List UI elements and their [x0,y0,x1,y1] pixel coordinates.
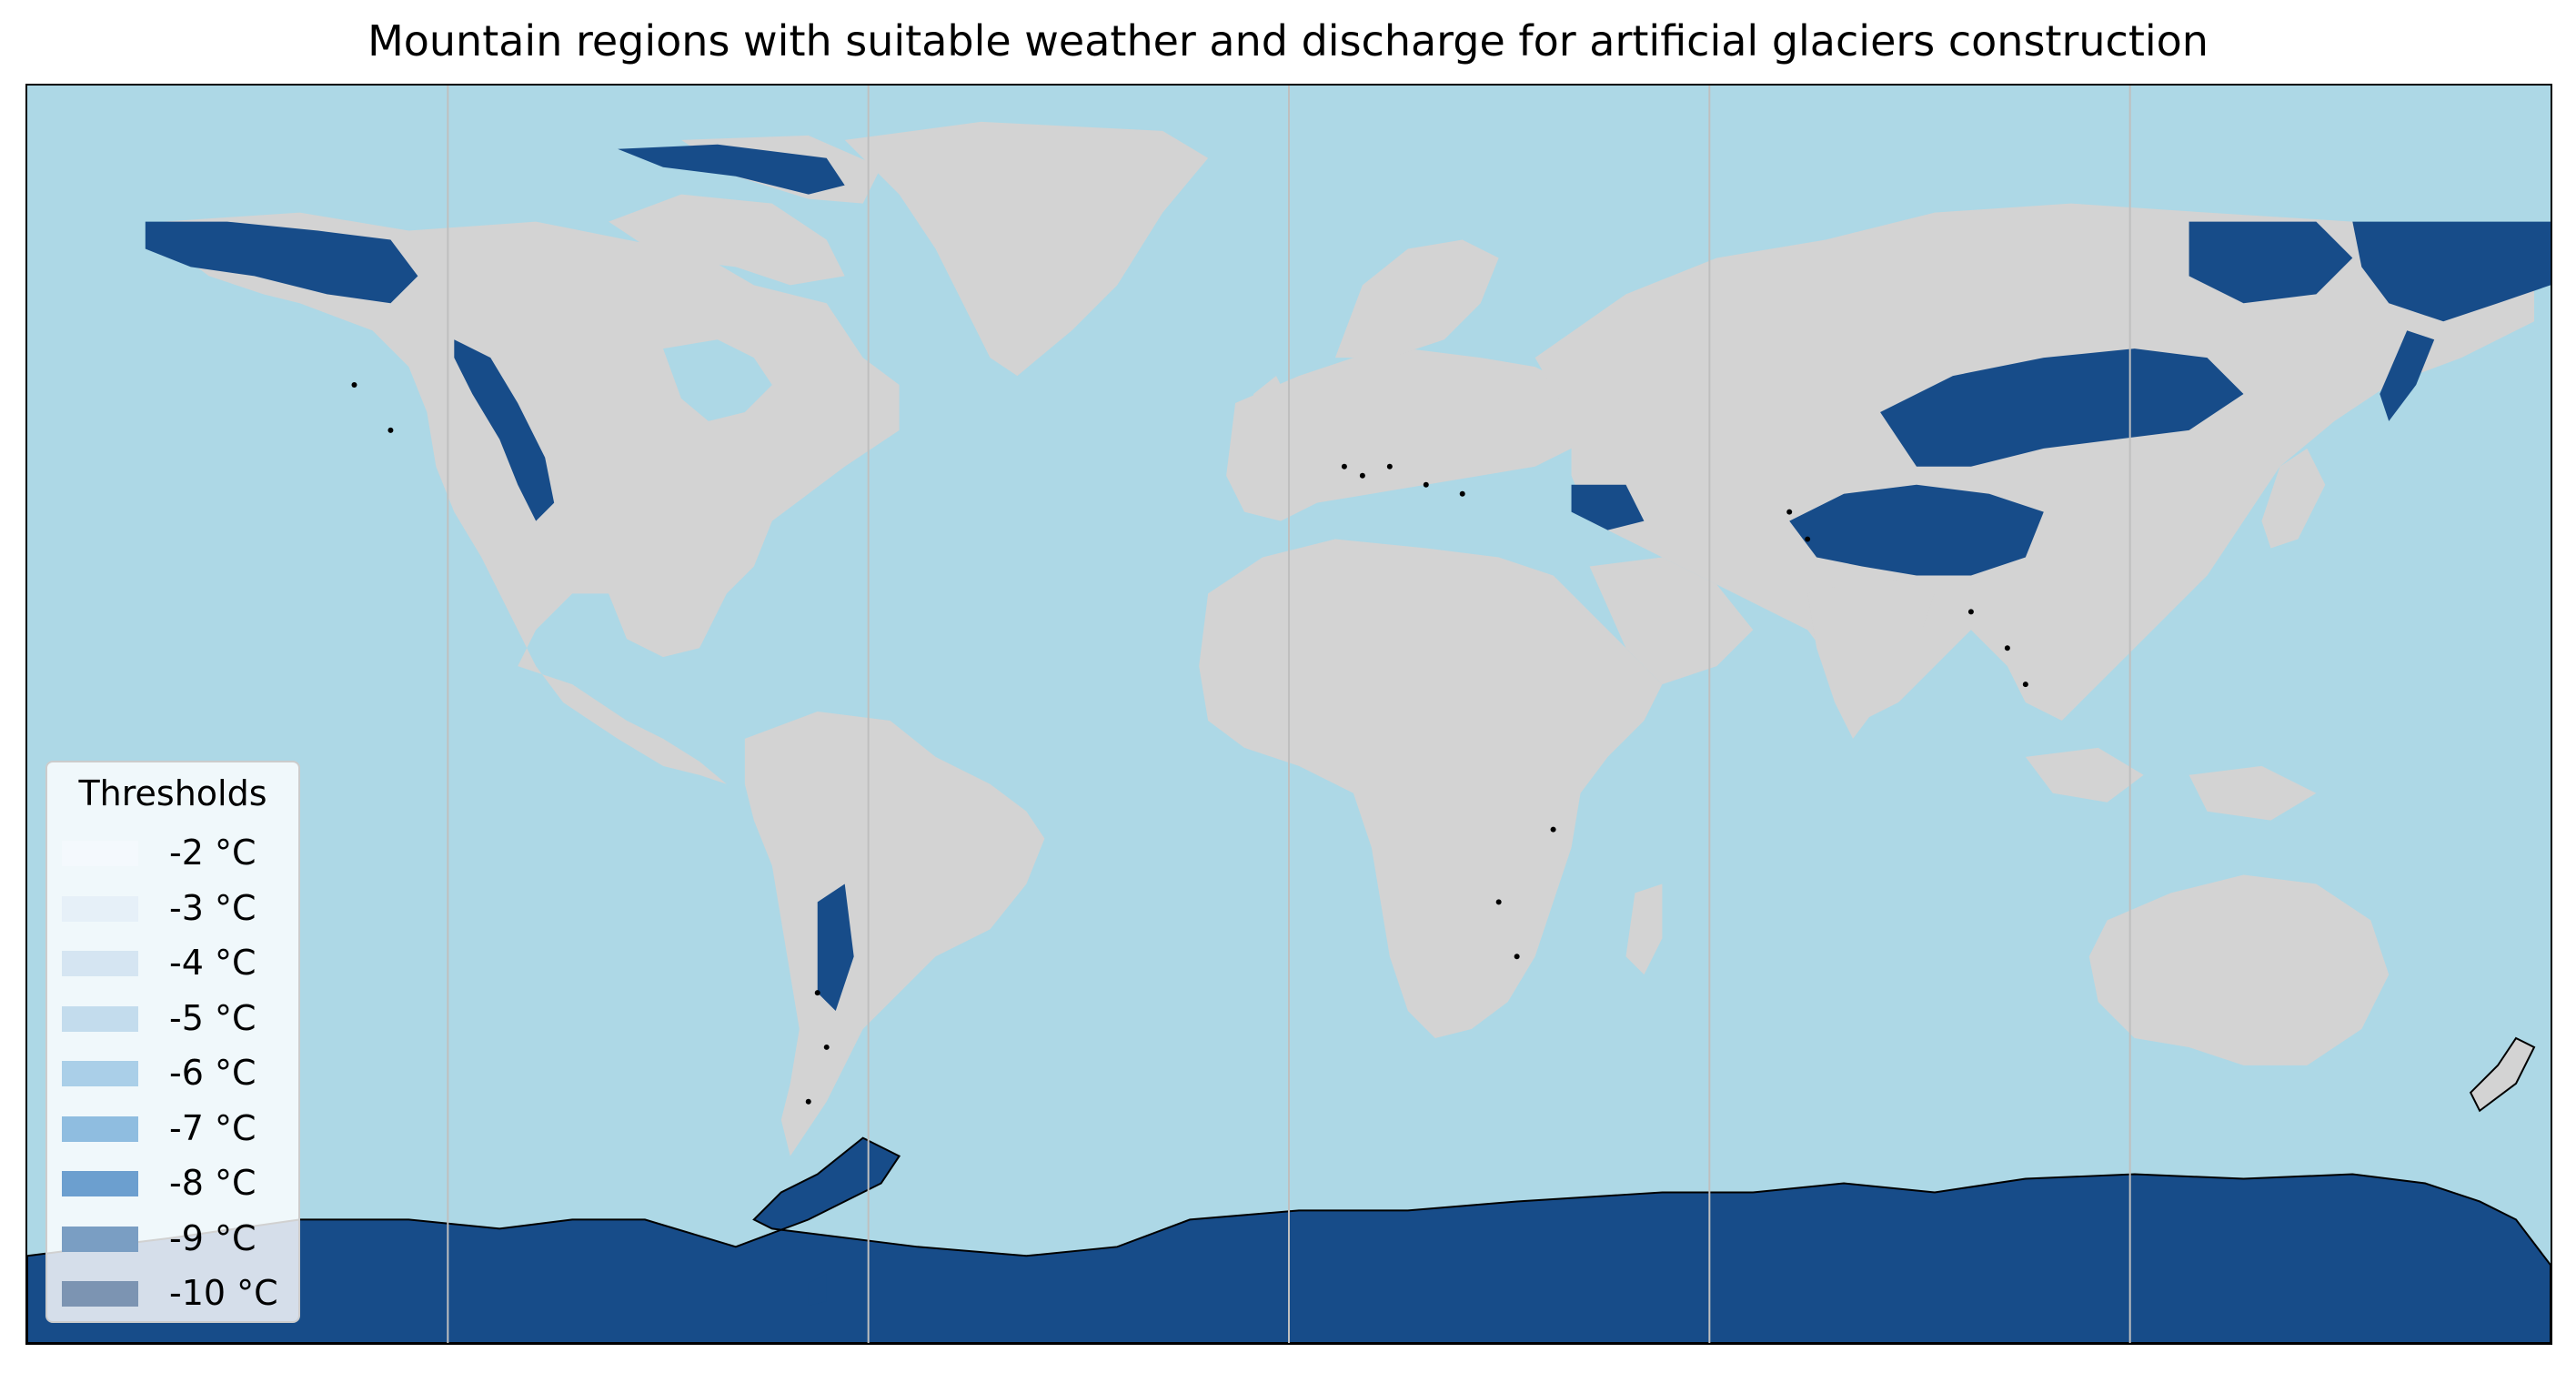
region-caucasus [1571,484,1645,530]
legend-item: -2 °C [62,830,298,875]
legend-item: -7 °C [62,1105,298,1151]
land-scandinavia [1334,239,1499,358]
land-south-america [744,712,1045,1156]
suitable-regions [145,144,2551,1307]
region-antarctic-peninsula [808,1274,827,1307]
legend-label: -3 °C [169,887,257,928]
map-title: Mountain regions with suitable weather a… [367,16,2209,66]
land-arabia [1589,557,1754,685]
land-indonesia [2025,747,2317,821]
legend-swatch [62,1226,138,1252]
water-hudson-bay [662,339,772,421]
legend-label: -10 °C [169,1273,278,1313]
legend-label: -4 °C [169,943,257,983]
legend-label: -5 °C [169,997,257,1038]
world-map [27,86,2551,1343]
legend-swatch [62,1116,138,1142]
region-greenland-north [618,144,845,195]
legend-label: -8 °C [169,1163,257,1203]
region-tibet [1789,484,2044,576]
legend-label: -2 °C [169,833,257,873]
land-japan [2261,448,2326,549]
legend-item: -10 °C [62,1270,298,1316]
legend-item: -4 °C [62,940,298,985]
legend-item: -3 °C [62,885,298,931]
land-madagascar [1625,883,1663,975]
legend-item: -6 °C [62,1050,298,1095]
legend: Thresholds -2 °C -3 °C -4 °C -5 °C -6 °C -7 °… [45,761,300,1323]
legend-swatch [62,1061,138,1086]
legend-item: -9 °C [62,1216,298,1261]
land-asia [1535,203,2535,721]
legend-label: -7 °C [169,1107,257,1148]
legend-swatch [62,841,138,866]
land-australia [2088,874,2390,1065]
land-africa [1199,539,1663,1038]
legend-label: -9 °C [169,1217,257,1258]
region-central-asia [1880,348,2244,467]
land-india [1807,575,1935,739]
region-chukotka [2352,221,2551,322]
legend-swatch [62,951,138,976]
legend-title: Thresholds [78,773,267,813]
legend-swatch [62,1171,138,1196]
land-new-zealand [2469,1036,2536,1113]
region-kamchatka [2380,330,2435,421]
region-rockies [454,339,555,521]
legend-swatch [62,1005,138,1032]
legend-item: -8 °C [62,1160,298,1206]
legend-label: -6 °C [169,1053,257,1093]
land-europe [1226,348,1590,521]
region-alaska [145,221,418,304]
region-andes [817,883,854,1012]
land-uk [1253,376,1290,430]
border-dots [351,382,2028,1105]
legend-swatch [62,895,138,922]
gridlines [447,86,2131,1343]
legend-swatch [62,1281,138,1307]
region-siberia-east [2189,221,2353,304]
legend-item: -5 °C [62,995,298,1041]
land-greenland [844,121,1209,377]
map-canvas[interactable] [25,84,2552,1345]
